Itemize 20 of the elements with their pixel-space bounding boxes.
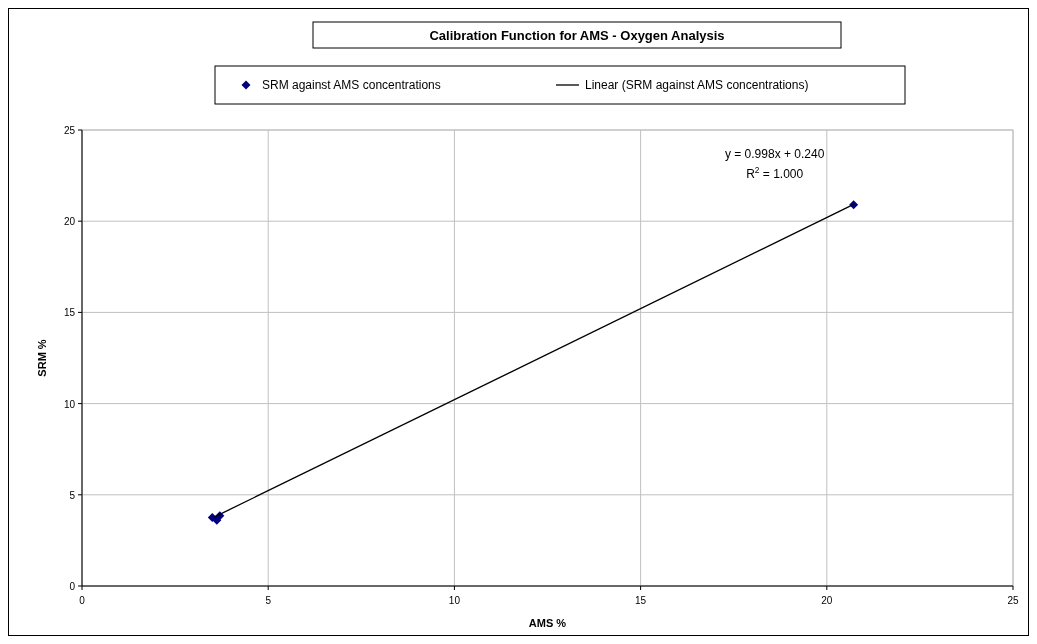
x-axis-title: AMS % [528, 617, 567, 629]
y-tick-label: 15 [63, 307, 76, 319]
legend-label: SRM against AMS concentrations [262, 78, 441, 92]
y-tick-label: 10 [63, 398, 76, 410]
x-tick-label: 5 [265, 595, 272, 606]
chart-title: Calibration Function for AMS - Oxygen Analysis [429, 28, 725, 43]
x-tick-label: 10 [448, 595, 461, 606]
y-axis-title: SRM % [36, 339, 48, 377]
y-tick-label: 25 [63, 125, 76, 136]
y-tick-label: 5 [69, 489, 76, 501]
legend-label: Linear (SRM against AMS concentrations) [585, 78, 809, 92]
x-tick-label: 20 [821, 595, 833, 606]
x-tick-label: 15 [635, 595, 647, 606]
x-tick-label: 25 [1007, 595, 1019, 606]
annotation: R$^{2}$ = 1.000 [746, 165, 804, 181]
annotation: y = 0.998x + 0.240 [724, 147, 825, 161]
point [212, 515, 222, 525]
y-tick-label: 0 [69, 581, 76, 592]
x-tick-label: 0 [79, 595, 86, 606]
y-tick-label: 20 [63, 216, 76, 228]
